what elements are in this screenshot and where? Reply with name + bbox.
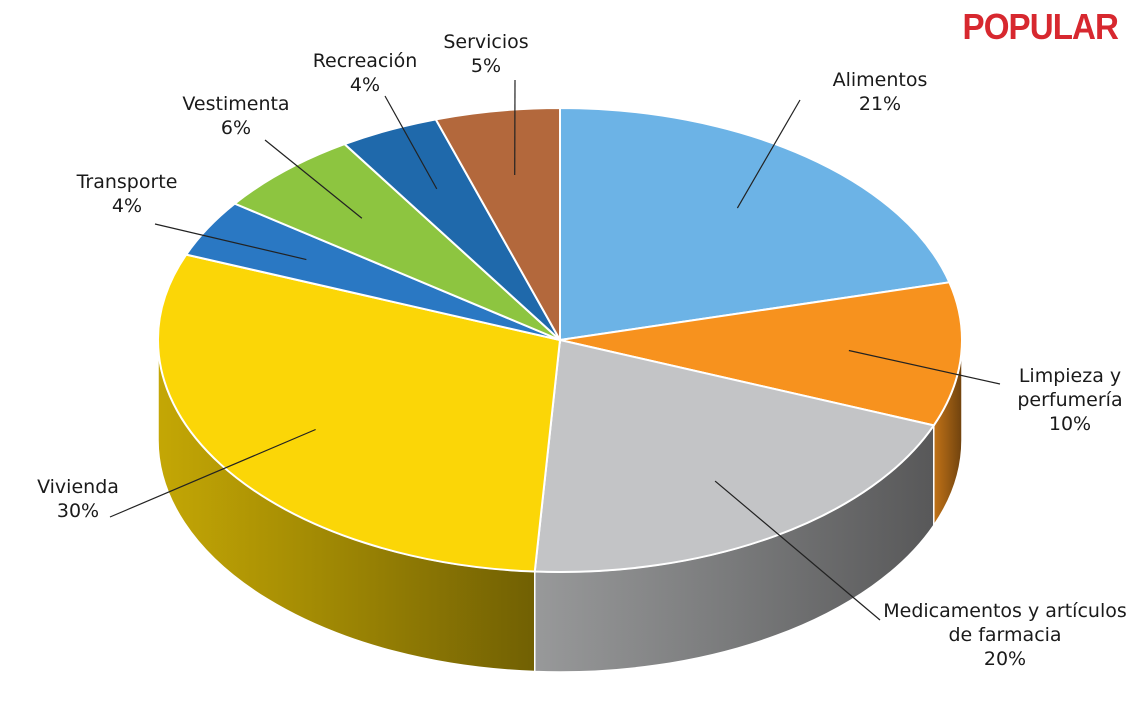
slice-value-limpieza: 10% [1049, 413, 1091, 435]
slice-name-recreacion: Recreación [313, 50, 418, 72]
slice-name-limpieza: perfumería [1017, 389, 1122, 411]
slice-value-transporte: 4% [112, 195, 142, 217]
brand-logo: POPULAR [963, 6, 1118, 48]
slice-value-vestimenta: 6% [221, 117, 251, 139]
slice-name-alimentos: Alimentos [833, 69, 928, 91]
slice-name-vestimenta: Vestimenta [182, 93, 289, 115]
slice-name-servicios: Servicios [443, 31, 528, 53]
slice-name-medicamentos: Medicamentos y artículos [883, 600, 1127, 622]
slice-value-recreacion: 4% [350, 74, 380, 96]
slice-name-transporte: Transporte [76, 171, 178, 193]
slice-name-vivienda: Vivienda [37, 476, 119, 498]
slice-name-limpieza: Limpieza y [1019, 365, 1121, 387]
slice-value-medicamentos: 20% [984, 648, 1026, 670]
slice-value-servicios: 5% [471, 55, 501, 77]
pie-top-faces [158, 108, 962, 572]
slice-value-alimentos: 21% [859, 93, 901, 115]
slice-value-vivienda: 30% [57, 500, 99, 522]
slice-name-medicamentos: de farmacia [948, 624, 1061, 646]
